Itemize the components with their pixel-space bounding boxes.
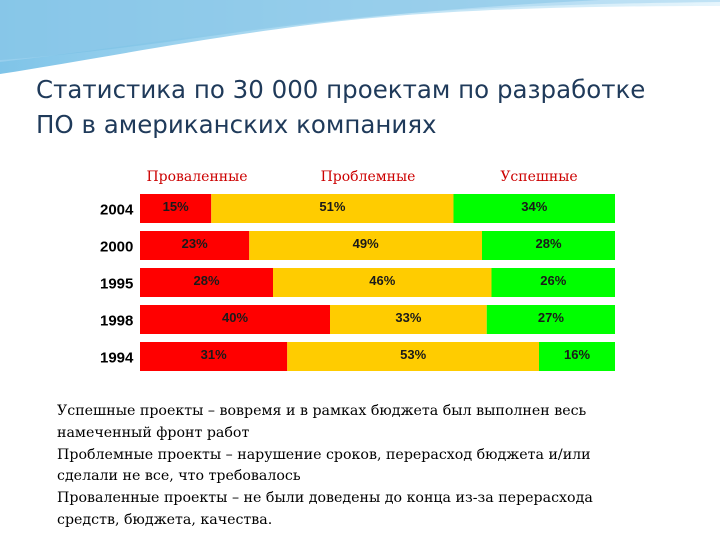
data-label-challenged: 53% [400, 347, 426, 362]
data-label-successful: 34% [521, 199, 547, 214]
category-label: 2004 [100, 202, 134, 219]
data-label-successful: 26% [540, 273, 566, 288]
bar-segment-failed [140, 194, 212, 223]
category-label: 2000 [100, 239, 133, 256]
legend-label-challenged: Проблемные [321, 169, 416, 185]
data-label-failed: 23% [182, 236, 208, 251]
legend-label-successful: Успешные [500, 169, 577, 185]
description-line-1: Успешные проекты – вовремя и в рамках бю… [57, 403, 587, 419]
category-label: 1995 [100, 276, 133, 293]
bar-segment-successful [453, 194, 615, 223]
bar-segment-challenged [249, 231, 482, 260]
slide-title-line-1: Статистика по 30 000 проектам по разрабо… [36, 75, 646, 104]
bar-segment-failed [140, 231, 250, 260]
bar-segment-successful [539, 342, 615, 371]
chart-background [84, 155, 626, 375]
description-line-5: Проваленные проекты – не были доведены д… [57, 490, 593, 507]
data-label-failed: 28% [193, 273, 219, 288]
bar-segment-challenged [287, 342, 539, 371]
bar-segment-successful [482, 231, 615, 260]
data-label-successful: 27% [538, 310, 564, 325]
description-line-4: сделали не все, что требовалось [57, 468, 301, 485]
description-line-2: намеченный фронт работ [57, 424, 250, 441]
data-label-successful: 28% [535, 236, 561, 251]
category-label: 1994 [100, 350, 134, 367]
data-label-challenged: 33% [395, 310, 421, 325]
category-label: 1998 [100, 313, 133, 330]
data-label-failed: 15% [163, 199, 189, 214]
data-label-successful: 16% [564, 347, 590, 362]
slide-title: Статистика по 30 000 проектам по разрабо… [36, 72, 696, 142]
description-line-6: средств, бюджета, качества. [57, 511, 273, 528]
slide-title-line-2: ПО в американских компаниях [36, 110, 437, 139]
description-line-3: Проблемные проекты – нарушение сроков, п… [57, 446, 591, 463]
bar-segment-failed [140, 342, 288, 371]
data-label-failed: 31% [201, 347, 227, 362]
data-label-challenged: 46% [369, 273, 395, 288]
description-text: Успешные проекты – вовремя и в рамках бю… [57, 401, 697, 532]
bar-segment-challenged [273, 268, 492, 297]
bar-segment-failed [140, 305, 330, 334]
legend-label-failed: Проваленные [146, 169, 247, 185]
bar-segment-successful [486, 305, 615, 334]
header-wave-decoration [0, 0, 720, 74]
data-label-challenged: 49% [353, 236, 379, 251]
bar-segment-successful [491, 268, 615, 297]
bar-segment-challenged [330, 305, 487, 334]
data-label-failed: 40% [222, 310, 248, 325]
bar-segment-failed [140, 268, 273, 297]
bar-segment-challenged [211, 194, 454, 223]
data-label-challenged: 51% [319, 199, 345, 214]
